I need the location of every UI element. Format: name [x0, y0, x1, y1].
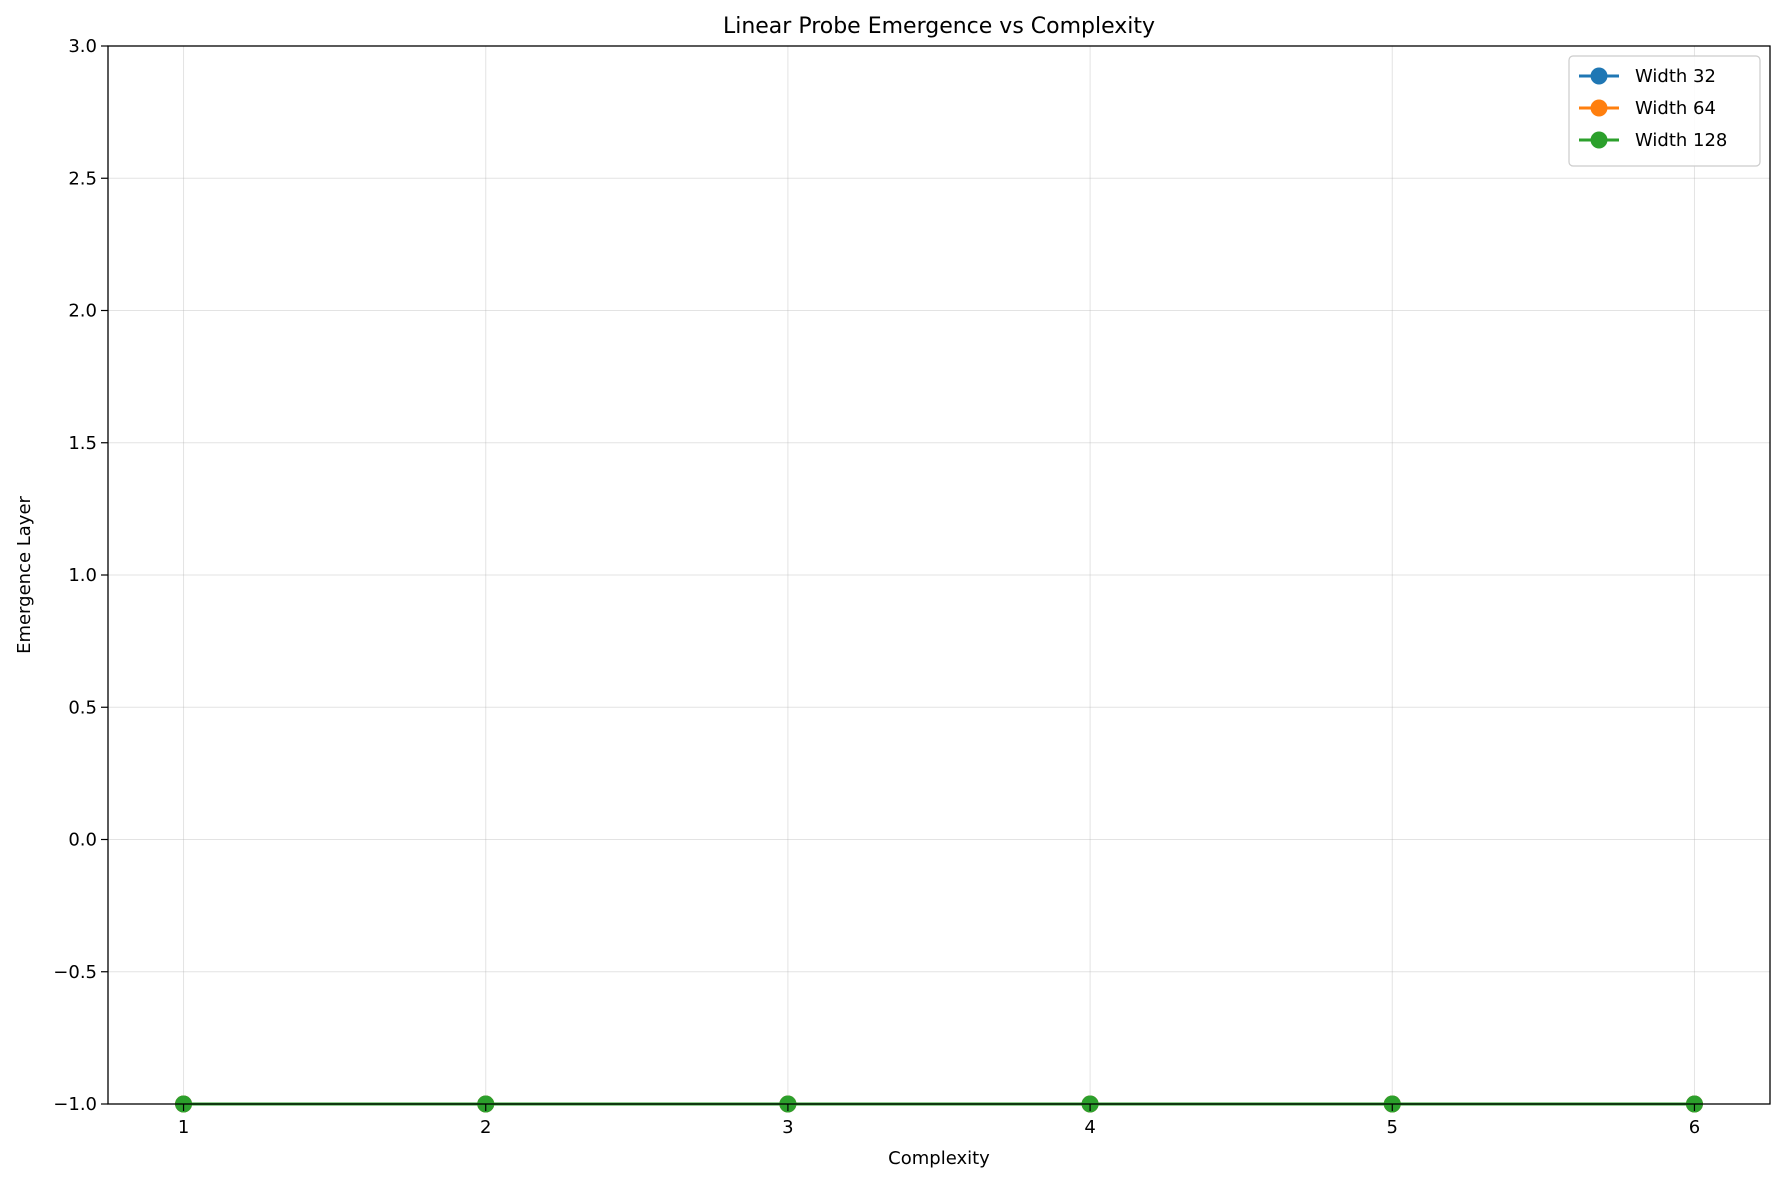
- grid: [108, 45, 1770, 1105]
- y-tick-label: 1.5: [68, 433, 97, 454]
- legend-marker: [1590, 67, 1608, 85]
- x-axis-label: Complexity: [888, 1148, 990, 1169]
- x-tick-label: 5: [1387, 1117, 1398, 1138]
- y-axis-label: Emergence Layer: [14, 495, 35, 653]
- y-tick-label: 2.5: [68, 168, 97, 189]
- y-tick-label: 2.0: [68, 301, 97, 322]
- y-tick-label: 0.0: [68, 830, 97, 851]
- x-tick-label: 3: [782, 1117, 793, 1138]
- y-tick-label: 1.0: [68, 565, 97, 586]
- y-tick-label: −0.5: [53, 962, 97, 983]
- y-tick-label: −1.0: [53, 1094, 97, 1115]
- legend: Width 32 Width 64 Width 128: [1568, 55, 1761, 167]
- y-tick-label: 3.0: [68, 36, 97, 57]
- chart-title: Linear Probe Emergence vs Complexity: [723, 14, 1155, 39]
- legend-item: Width 128: [1579, 130, 1727, 151]
- legend-item: Width 32: [1579, 66, 1716, 87]
- axes: 1 2 3 4 5 6 −1.0 −0.5 0.0 0.5 1.0 1.5 2.0 2.5 3.0: [53, 36, 1700, 1138]
- legend-label: Width 128: [1635, 130, 1727, 151]
- legend-label: Width 32: [1635, 66, 1716, 87]
- y-tick-label: 0.5: [68, 697, 97, 718]
- legend-marker: [1590, 131, 1608, 149]
- legend-label: Width 64: [1635, 98, 1716, 119]
- x-tick-label: 6: [1689, 1117, 1700, 1138]
- x-tick-label: 1: [178, 1117, 189, 1138]
- legend-marker: [1590, 99, 1608, 117]
- legend-item: Width 64: [1579, 98, 1716, 119]
- x-tick-label: 4: [1084, 1117, 1095, 1138]
- x-tick-label: 2: [480, 1117, 491, 1138]
